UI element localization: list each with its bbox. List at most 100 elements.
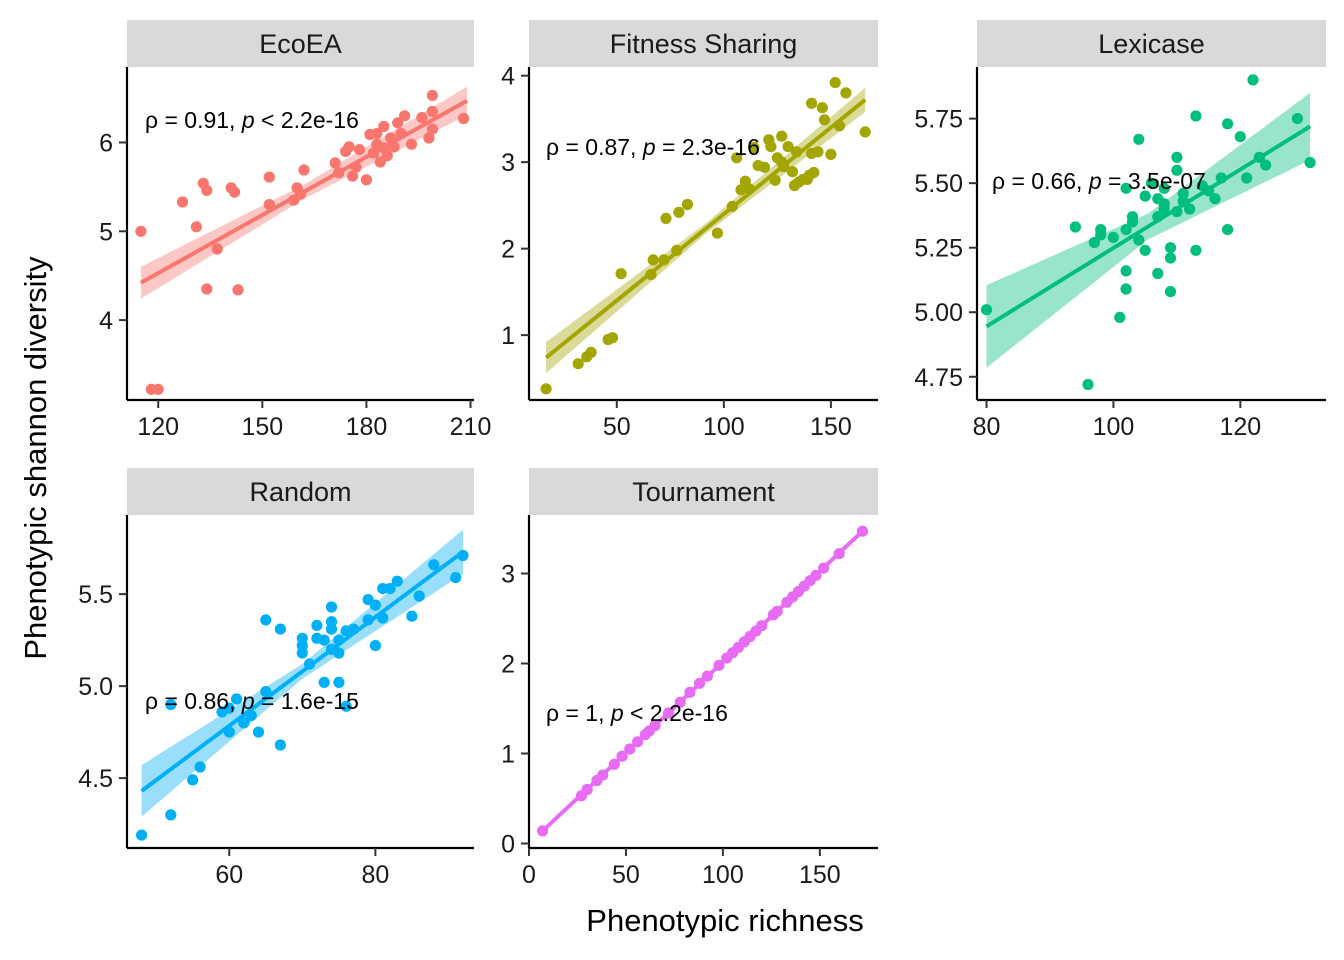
data-point [540,383,552,395]
data-point [450,572,462,584]
data-point [391,575,403,587]
data-point [1177,187,1189,200]
data-point [296,640,308,652]
data-point [1133,234,1145,246]
data-point [369,640,381,652]
data-point [1247,74,1259,86]
y-tick-label: 1 [501,322,515,350]
data-point [681,198,694,211]
data-point [165,698,177,711]
data-point [423,132,435,144]
data-point [260,614,272,626]
data-point [1184,203,1196,215]
regression-line [544,98,867,360]
y-tick-label: 5.25 [914,235,963,263]
y-tick-label: 0 [501,831,515,859]
data-point [1222,224,1234,236]
data-point [426,123,438,135]
facet-fitness-sharing: Fitness Sharing ρ = 0.87, p = 2.3e-16 50 10… [501,20,878,441]
data-point [825,148,837,160]
annotation-p: p [610,700,624,726]
x-tick-label: 80 [361,861,389,889]
y-tick-label: 2 [501,236,515,264]
data-point [786,166,799,178]
data-point [1190,244,1202,256]
data-point [384,583,396,595]
data-point [311,619,323,632]
data-point [769,174,781,186]
facet-strip [529,468,878,515]
data-point [369,599,381,611]
data-point [340,700,352,712]
data-point [1133,133,1145,145]
data-point [1120,265,1132,277]
facet-strip [529,20,878,67]
data-point [1120,283,1132,295]
x-tick-label: 150 [799,861,841,889]
y-tick-label: 2 [501,651,515,679]
x-tick-label: 100 [1093,413,1135,441]
data-point [298,164,310,176]
data-point [1164,286,1177,298]
data-point [229,186,241,198]
y-tick-label: 5.0 [78,673,113,701]
data-point [381,150,393,162]
data-point [808,166,820,179]
data-point [252,726,265,738]
data-point [329,157,341,169]
x-tick-label: 50 [603,413,631,441]
data-point [647,254,659,266]
data-point [201,283,213,295]
data-point [1164,252,1177,264]
annotation-p: p [241,107,255,133]
facet-tournament: Tournament ρ = 1, p < 2.2e-16 0 50 100 150 0 1 2… [501,468,878,889]
data-point [135,225,147,237]
annotation-p: p [241,688,255,714]
data-point [1171,164,1183,176]
data-point [413,590,425,602]
data-point [333,676,345,689]
data-point [136,829,148,841]
data-point [405,138,418,150]
data-point [735,184,747,196]
x-tick-label: 120 [1219,413,1261,441]
annotation-p: p [642,134,656,160]
data-point [274,739,286,751]
data-point [1209,193,1221,205]
data-point [816,102,828,114]
y-tick-label: 3 [501,561,515,589]
data-point [1069,221,1081,233]
data-point [165,809,177,821]
data-point [211,243,223,255]
data-point [223,702,235,714]
data-point [353,144,366,156]
data-point [1222,118,1234,130]
data-point [765,141,777,153]
data-point [1120,182,1132,194]
data-point [776,130,788,142]
confidence-band [986,92,1311,368]
data-point [458,112,470,125]
data-point [1158,198,1170,210]
data-point [782,141,794,153]
data-point [343,141,355,153]
data-point [1260,159,1272,171]
data-point [1095,229,1107,241]
data-point [360,174,372,186]
data-point [347,170,359,182]
facet-ecoea: EcoEA ρ = 0.91, p < 2.2e-16 120 150 180 210 4 5… [99,20,491,441]
y-axis-title: Phenotypic shannon diversity [18,256,53,660]
data-point [1107,231,1119,243]
annotation-value: < 2.2e-16 [255,107,359,133]
data-point [231,693,243,705]
data-point [1304,156,1316,169]
data-point [426,105,438,117]
facet-strip-label: Random [249,477,351,507]
x-tick-label: 60 [215,861,243,889]
y-tick-label: 1 [501,741,515,769]
y-tick-label: 5.50 [914,170,963,198]
y-tick-label: 5.75 [914,106,963,134]
x-tick-label: 0 [522,861,536,889]
annotation-rho: ρ = 0.66, [992,168,1089,194]
data-point [572,358,584,370]
